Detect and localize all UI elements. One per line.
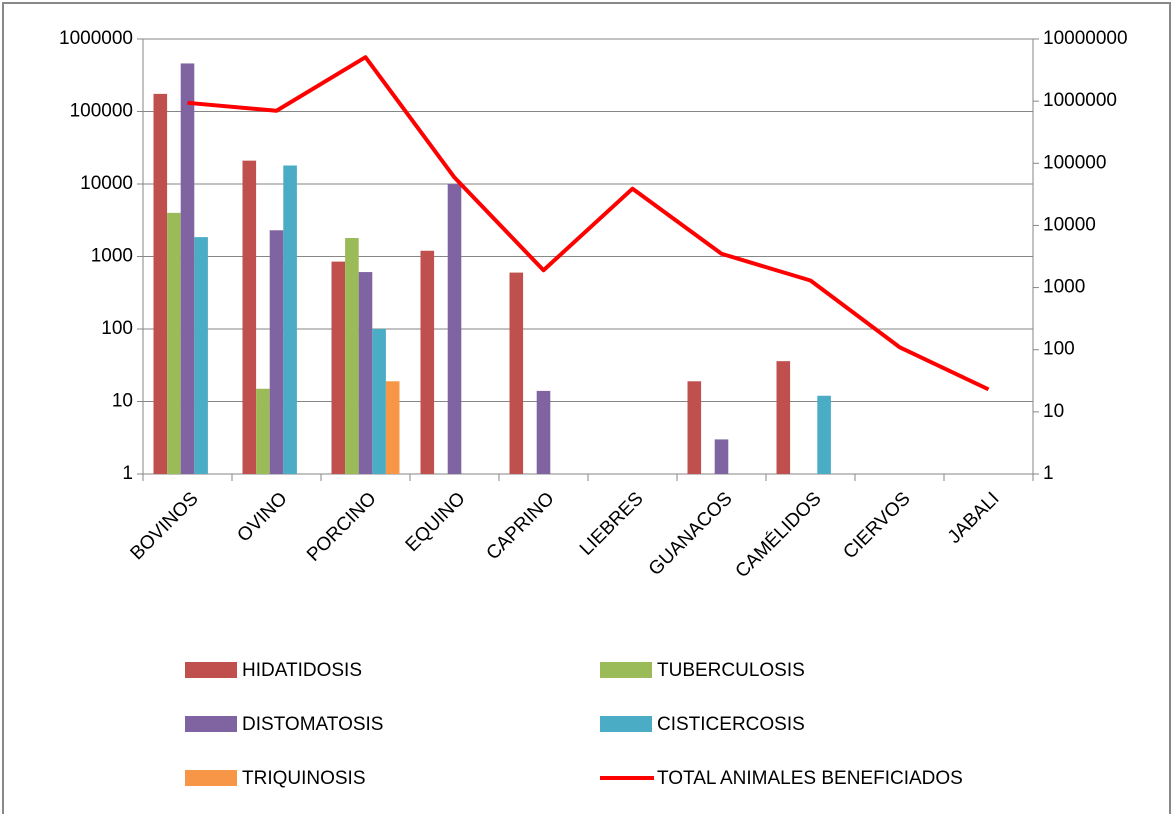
legend-label: HIDATIDOSIS — [242, 660, 362, 681]
legend-label: TUBERCULOSIS — [657, 660, 805, 681]
bar — [817, 395, 831, 474]
y2-tick-label: 1 — [1043, 463, 1054, 484]
bar — [776, 361, 791, 474]
line — [187, 55, 990, 392]
legend-swatch — [185, 770, 237, 786]
bar — [167, 212, 181, 474]
bar — [385, 381, 400, 474]
legend-swatch — [185, 662, 237, 678]
y2-tick-label: 10000 — [1043, 214, 1096, 235]
legend-label: DISTOMATOSIS — [242, 714, 383, 735]
bar — [372, 329, 386, 474]
y2-tick-label: 100 — [1043, 339, 1075, 360]
bar — [269, 230, 284, 474]
bar — [242, 160, 257, 474]
bar — [447, 184, 462, 474]
y2-tick-label: 1000000 — [1043, 90, 1117, 111]
legend-swatch — [185, 716, 237, 732]
legend-label: TOTAL ANIMALES BENEFICIADOS — [657, 768, 963, 789]
bar — [180, 63, 195, 474]
y2-tick-label: 100000 — [1043, 152, 1106, 173]
bar — [509, 272, 524, 474]
legend-swatch — [600, 662, 652, 678]
bar — [194, 237, 208, 474]
y-tick-label: 10000 — [80, 173, 133, 194]
bar — [714, 439, 729, 474]
bar — [358, 272, 373, 474]
bar — [283, 165, 297, 474]
y2-tick-label: 10 — [1043, 401, 1064, 422]
bar — [153, 93, 168, 475]
y-tick-label: 100000 — [70, 101, 133, 122]
bar — [331, 261, 346, 474]
y-tick-label: 10 — [112, 391, 133, 412]
bar — [687, 381, 702, 474]
bar — [256, 388, 270, 474]
legend-swatch — [600, 716, 652, 732]
legend: HIDATIDOSIS TUBERCULOSIS DISTOMATOSIS CISTI… — [185, 660, 963, 789]
y2-tick-label: 1000 — [1043, 277, 1085, 298]
legend-label: CISTICERCOSIS — [657, 714, 805, 735]
y-tick-label: 1 — [122, 463, 133, 484]
bar — [345, 237, 359, 474]
y-tick-label: 1000000 — [59, 28, 133, 49]
y2-tick-label: 10000000 — [1043, 28, 1128, 49]
bar — [420, 250, 435, 474]
legend-label: TRIQUINOSIS — [242, 768, 366, 789]
y-tick-label: 1000 — [91, 246, 133, 267]
bar — [536, 390, 551, 474]
y-tick-label: 100 — [101, 318, 133, 339]
